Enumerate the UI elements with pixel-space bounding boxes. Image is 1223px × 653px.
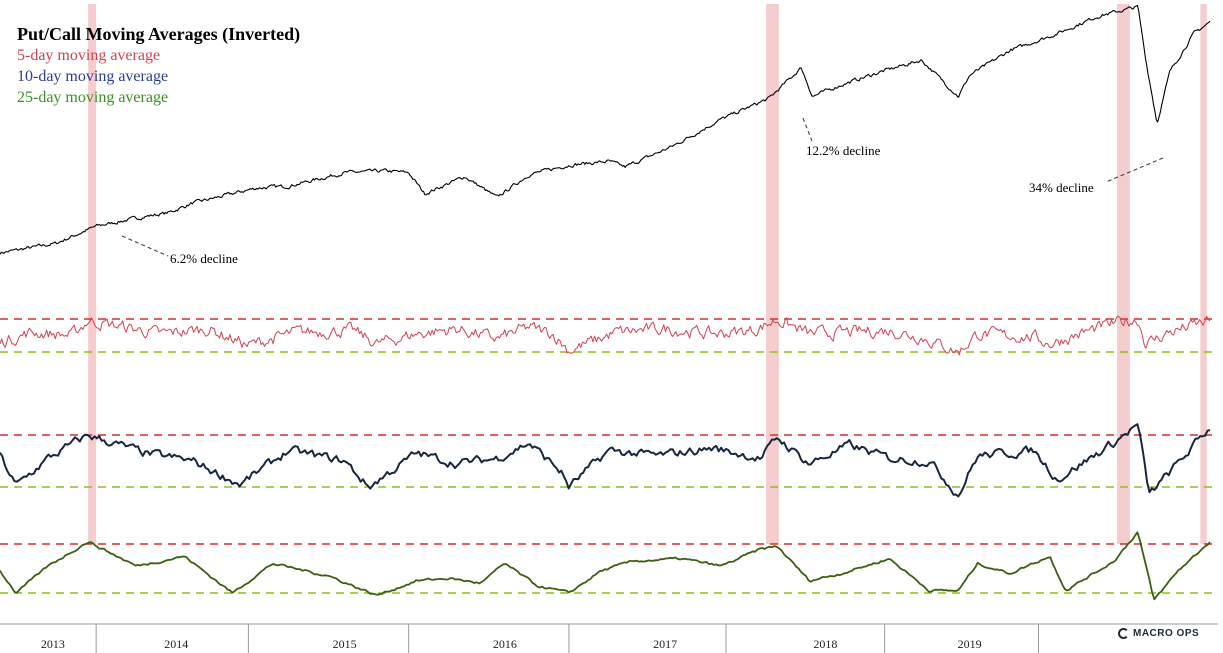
- ma25-line: [0, 531, 1211, 601]
- x-tick-label: 2017: [653, 637, 677, 651]
- logo-wordmark: MACRO OPS: [1133, 628, 1200, 639]
- annotation-leader: [1105, 157, 1164, 183]
- x-tick-label: 2016: [493, 637, 517, 651]
- price-line: [0, 4, 1211, 255]
- x-tick-label: 2018: [813, 637, 837, 651]
- legend-item-10-day: 10-day moving average: [17, 68, 169, 85]
- logo-ring-icon: [1118, 628, 1129, 639]
- legend: Put/Call Moving Averages (Inverted) 5-da…: [17, 24, 300, 108]
- annotation-label: 12.2% decline: [806, 143, 881, 158]
- x-tick-label: 2015: [333, 637, 357, 651]
- legend-item-25-day: 25-day moving average: [17, 89, 169, 106]
- annotation-label: 6.2% decline: [170, 251, 238, 266]
- annotation-leader: [802, 117, 813, 142]
- series-lines: [0, 4, 1211, 601]
- highlight-band: [1117, 4, 1130, 544]
- annotation-leader: [121, 235, 169, 257]
- x-tick-label: 2019: [958, 637, 982, 651]
- ma5-line: [0, 315, 1211, 356]
- chart-title: Put/Call Moving Averages (Inverted): [17, 24, 301, 44]
- decline-annotations: 6.2% decline 12.2% decline 34% decline: [121, 117, 1164, 266]
- ma10-line: [0, 423, 1211, 498]
- annotation-label: 34% decline: [1029, 180, 1094, 195]
- x-tick-label: 2013: [41, 637, 65, 651]
- highlight-bands: [88, 4, 1207, 544]
- highlight-band: [1200, 4, 1207, 544]
- threshold-lines: [0, 318, 1218, 594]
- x-axis: 2013 2014 2015 2016 2017 2018 2019: [0, 623, 1218, 653]
- x-tick-label: 2014: [164, 637, 188, 651]
- macro-ops-logo: MACRO OPS: [1118, 628, 1199, 639]
- highlight-band: [766, 4, 779, 544]
- highlight-band: [88, 4, 97, 544]
- legend-item-5-day: 5-day moving average: [17, 47, 161, 64]
